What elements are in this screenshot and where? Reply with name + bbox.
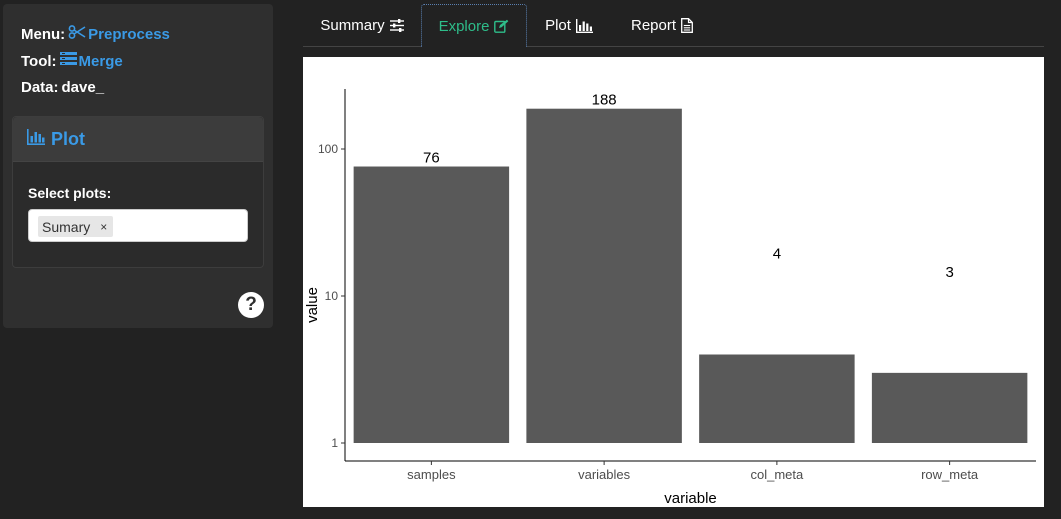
merge-list-icon <box>59 52 77 70</box>
bar <box>699 354 855 443</box>
x-axis-title: variable <box>664 490 717 507</box>
y-axis-title: value <box>304 287 321 323</box>
chart-area: 1 10 100 samples 76 variables 188 col_meta 4 row_… <box>303 57 1044 507</box>
plot-panel-header[interactable]: Plot <box>13 117 263 162</box>
menu-line: Menu: Preprocess <box>21 25 170 43</box>
edit-icon <box>494 19 509 33</box>
sidebar-panel: Menu: Preprocess Tool: Merge Data: dave_… <box>3 4 273 328</box>
bar-chart-icon <box>575 18 593 33</box>
tab-summary-label: Summary <box>320 17 385 34</box>
scissors-icon <box>68 25 86 43</box>
tool-line: Tool: Merge <box>21 52 123 70</box>
tab-report-label: Report <box>630 17 677 34</box>
bar-chart: 1 10 100 samples 76 variables 188 col_meta 4 row_… <box>304 89 1036 507</box>
document-icon <box>681 18 693 33</box>
y-tick-label: 10 <box>325 289 339 303</box>
data-label: Data: <box>21 79 59 96</box>
x-tick-label: col_meta <box>751 467 805 482</box>
tab-plot[interactable]: Plot <box>531 4 607 47</box>
tab-summary[interactable]: Summary <box>307 4 417 47</box>
tab-plot-label: Plot <box>545 17 571 34</box>
menu-link[interactable]: Preprocess <box>68 25 170 43</box>
main-tabs: Summary Explore Plot Report <box>303 4 1044 47</box>
select-plots-label: Select plots: <box>28 185 112 201</box>
tab-explore[interactable]: Explore <box>421 4 527 47</box>
help-icon[interactable]: ? <box>238 292 264 318</box>
menu-label: Menu: <box>21 25 66 43</box>
bar <box>871 372 1028 443</box>
menu-value: Preprocess <box>88 25 170 43</box>
x-tick-label: variables <box>578 467 631 482</box>
plot-options-panel: Plot Select plots: Sumary × <box>12 116 264 268</box>
data-label: 76 <box>423 150 440 167</box>
tool-link[interactable]: Merge <box>59 52 123 70</box>
data-label: 3 <box>945 264 953 281</box>
data-line: Data: dave_ <box>21 79 104 96</box>
x-tick-label: samples <box>407 467 456 482</box>
data-value: dave_ <box>61 79 105 96</box>
data-label: 188 <box>592 92 617 109</box>
bar <box>353 166 510 444</box>
data-label: 4 <box>773 245 781 262</box>
y-tick-label: 1 <box>331 436 338 450</box>
bar <box>526 108 682 443</box>
select-plots-input[interactable]: Sumary × <box>28 209 248 242</box>
x-tick-label: row_meta <box>921 467 979 482</box>
tab-report[interactable]: Report <box>617 4 707 47</box>
tool-label: Tool: <box>21 52 57 70</box>
chip-remove-icon[interactable]: × <box>100 219 108 234</box>
chip-label: Sumary <box>42 218 91 235</box>
selected-plot-chip: Sumary × <box>38 216 114 237</box>
sliders-icon <box>389 19 404 32</box>
tab-explore-label: Explore <box>438 17 490 35</box>
tool-value: Merge <box>78 52 123 70</box>
y-tick-label: 100 <box>318 142 338 156</box>
plot-panel-title: Plot <box>51 128 85 149</box>
bar-chart-icon <box>27 128 45 150</box>
